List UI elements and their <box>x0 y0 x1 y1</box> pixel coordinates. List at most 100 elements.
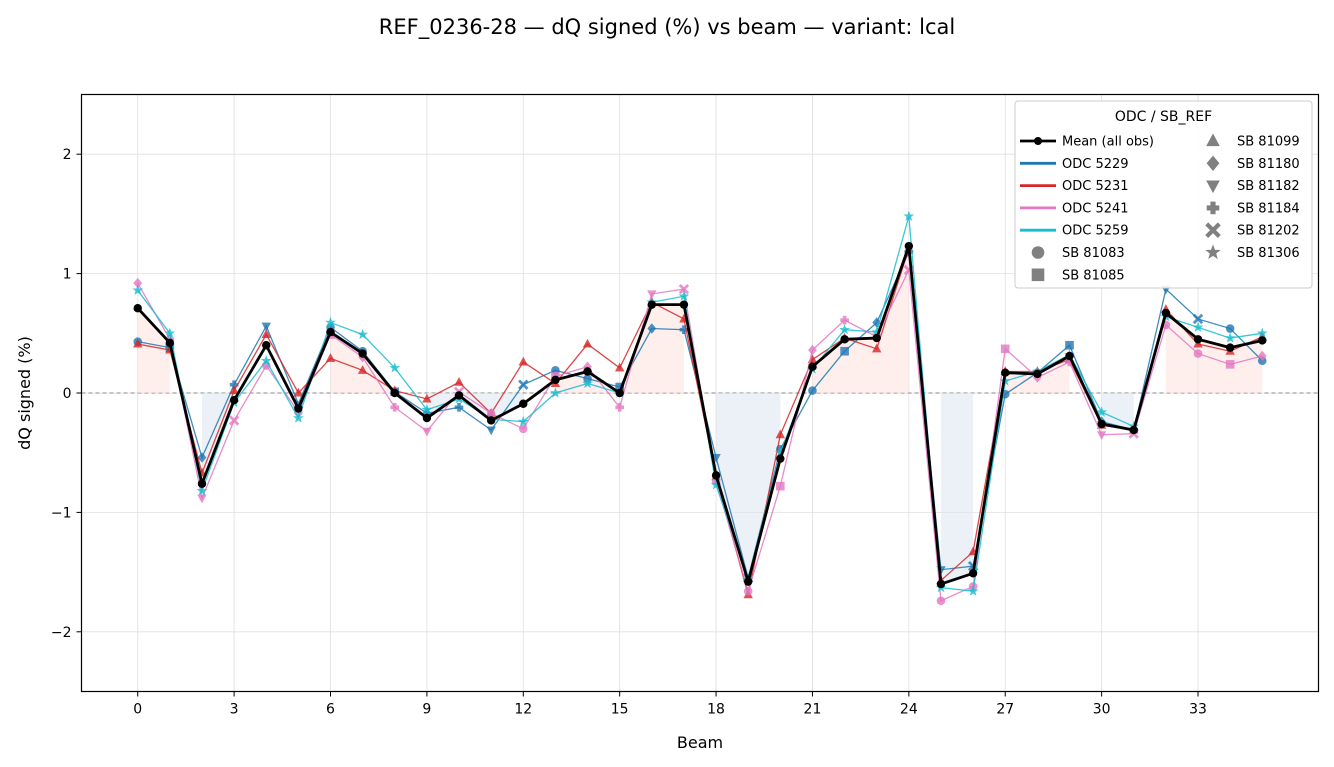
legend-entry: ODC 5229 <box>1020 157 1129 172</box>
mean-point <box>872 333 881 343</box>
mean-point <box>1161 308 1171 318</box>
data-point <box>518 356 528 366</box>
legend-label: SB 81099 <box>1237 135 1300 150</box>
data-point <box>1192 313 1204 325</box>
data-point <box>454 403 464 412</box>
data-point <box>518 379 529 390</box>
data-point <box>422 427 432 437</box>
mean-point <box>936 579 946 589</box>
x-tick-label: 0 <box>133 702 142 718</box>
x-tick-label: 27 <box>996 702 1014 718</box>
mean-point <box>390 388 399 398</box>
data-point <box>1096 406 1108 417</box>
data-point <box>678 283 690 295</box>
data-point <box>421 404 433 415</box>
legend-marker <box>1206 133 1220 147</box>
data-point <box>840 346 849 356</box>
y-tick-label: −2 <box>51 625 72 641</box>
mean-point <box>262 341 271 350</box>
x-tick-label: 12 <box>514 702 532 718</box>
legend-title: ODC / SB_REF <box>1115 109 1212 125</box>
legend-label: SB 81180 <box>1237 157 1300 172</box>
data-point <box>1000 344 1010 354</box>
legend-entry: Mean (all obs) <box>1020 135 1154 150</box>
data-point <box>840 315 849 325</box>
legend-label: ODC 5229 <box>1062 157 1129 172</box>
mean-layer <box>133 241 1267 589</box>
legend-entry: ODC 5241 <box>1020 201 1129 216</box>
data-point <box>1096 431 1107 441</box>
data-point <box>967 585 979 596</box>
y-tick-label: 1 <box>63 267 72 283</box>
data-point <box>550 387 561 398</box>
data-point <box>357 328 369 340</box>
legend-entry: SB 81184 <box>1206 201 1300 216</box>
positive-fill <box>812 246 909 393</box>
data-point <box>454 377 464 386</box>
data-point <box>1256 327 1268 338</box>
mean-point <box>486 416 496 425</box>
mean-point <box>583 367 592 376</box>
data-point <box>678 290 690 301</box>
data-point <box>1225 360 1235 369</box>
data-point <box>293 387 304 397</box>
data-point <box>647 323 657 334</box>
x-tick-label: 9 <box>422 702 431 718</box>
mean-point <box>294 404 303 413</box>
x-tick-label: 24 <box>900 702 918 718</box>
data-point <box>936 596 946 606</box>
data-point <box>872 343 882 353</box>
data-point <box>133 338 143 348</box>
negative-fill <box>716 393 781 582</box>
data-point <box>903 210 915 221</box>
negative-fill <box>1101 393 1134 431</box>
x-tick-label: 33 <box>1189 702 1207 718</box>
data-point <box>775 429 786 439</box>
data-point <box>743 586 753 596</box>
data-point <box>808 344 817 356</box>
mean-point <box>165 338 175 348</box>
legend-marker <box>1031 268 1045 282</box>
mean-point <box>1225 343 1235 352</box>
mean-point <box>551 375 560 385</box>
data-point <box>518 424 528 434</box>
mean-point <box>1097 419 1106 429</box>
data-point <box>1224 332 1236 343</box>
y-axis-label: dQ signed (%) <box>15 336 34 450</box>
y-tick-label: 2 <box>63 147 72 163</box>
mean-point <box>229 395 239 405</box>
data-point <box>1065 340 1074 350</box>
data-point <box>325 353 336 362</box>
x-tick-label: 21 <box>804 702 822 718</box>
mean-point <box>615 388 624 398</box>
legend-entry: ODC 5231 <box>1020 179 1129 194</box>
legend-entry: SB 81306 <box>1205 244 1300 261</box>
mean-point <box>133 304 142 313</box>
data-point <box>196 485 208 496</box>
x-axis-label: Beam <box>677 733 723 752</box>
mean-point <box>776 454 785 463</box>
legend-entry: SB 81202 <box>1205 222 1300 239</box>
x-tick-label: 6 <box>326 702 335 718</box>
mean-point <box>1065 351 1074 361</box>
data-point <box>260 355 272 366</box>
legend-label: SB 81182 <box>1237 179 1300 194</box>
negative-fill <box>940 393 974 585</box>
mean-point <box>454 391 464 400</box>
data-point <box>197 494 207 504</box>
legend-marker <box>1206 155 1220 171</box>
data-point <box>614 362 625 372</box>
data-point <box>389 362 401 373</box>
data-point <box>422 393 432 403</box>
mean-point <box>1033 369 1042 379</box>
legend-box <box>1014 100 1313 289</box>
data-point <box>325 316 336 328</box>
data-point <box>164 327 176 338</box>
data-point <box>197 452 207 463</box>
data-point <box>390 403 400 412</box>
legend: ODC / SB_REF Mean (all obs) ODC 5229 ODC 52… <box>1014 100 1313 289</box>
mean-point <box>711 471 721 480</box>
x-tick-label: 3 <box>230 702 239 718</box>
legend-label: ODC 5231 <box>1062 179 1129 194</box>
